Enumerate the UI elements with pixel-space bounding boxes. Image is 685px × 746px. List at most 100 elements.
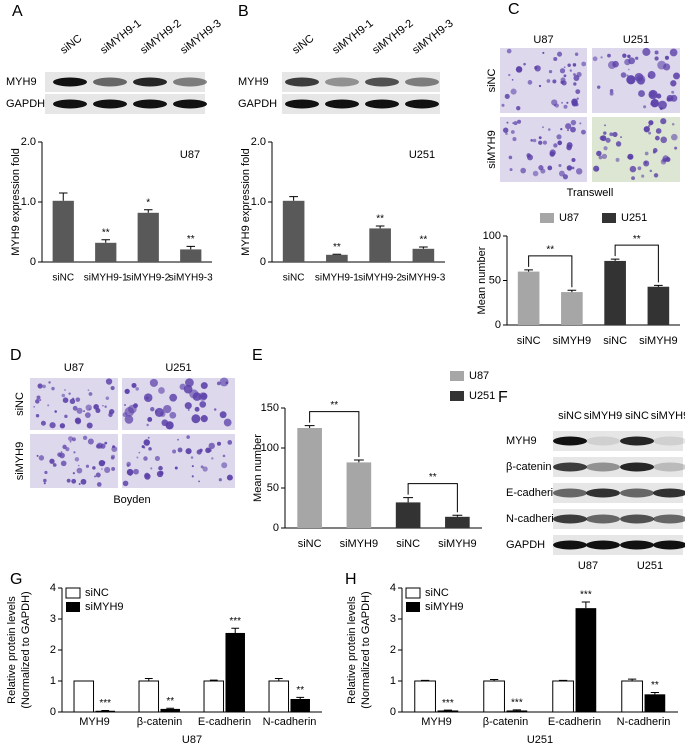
blot-band xyxy=(653,488,685,498)
cell-stain xyxy=(515,66,523,73)
cell-stain xyxy=(76,407,83,414)
row-label: GAPDH xyxy=(506,539,545,551)
cell-stain xyxy=(216,381,221,386)
error-bar xyxy=(231,627,240,633)
cell-stain xyxy=(560,128,563,131)
cell-stain xyxy=(508,73,511,77)
cell-stain xyxy=(108,412,113,418)
legend-label: siNC xyxy=(425,587,449,599)
cell-stain xyxy=(221,462,228,469)
y-tick-label: 0 xyxy=(495,319,501,331)
cell-stain xyxy=(54,410,57,413)
cell-stain xyxy=(169,411,177,419)
significance: *** xyxy=(580,590,592,601)
cell-stain xyxy=(557,140,563,146)
cell-stain xyxy=(510,88,517,95)
bar xyxy=(647,286,670,325)
cell-stain xyxy=(574,52,579,56)
error-bar xyxy=(452,514,463,517)
legend-swatch xyxy=(405,587,421,599)
bar xyxy=(346,462,372,528)
cell-stain xyxy=(83,410,85,413)
cell-stain xyxy=(133,403,138,409)
blot-band xyxy=(653,436,685,446)
cell-stain xyxy=(669,48,678,57)
cell-stain xyxy=(133,468,139,475)
y-tick-label: 4 xyxy=(50,582,56,594)
x-tick-label: siNC xyxy=(517,335,541,347)
cell-stain xyxy=(642,47,651,56)
cell-stain xyxy=(673,72,680,80)
cell-stain xyxy=(36,395,41,400)
cell-stain xyxy=(226,474,233,481)
y-tick-label: 4 xyxy=(390,582,396,594)
blot-band xyxy=(365,99,399,109)
cell-stain xyxy=(222,454,226,458)
error-bar xyxy=(420,679,430,681)
significance: ** xyxy=(546,244,554,255)
micrograph xyxy=(122,434,235,488)
x-tick-label: siMYH9 xyxy=(639,335,678,347)
cell-stain xyxy=(96,482,102,487)
cell-stain xyxy=(110,456,115,460)
legend-swatch xyxy=(406,602,420,612)
y-tick-label: 50 xyxy=(267,482,279,494)
blot-band xyxy=(133,99,167,109)
cell-stain xyxy=(35,413,40,418)
bar xyxy=(575,608,597,712)
cell-stain xyxy=(38,455,45,461)
cell-stain xyxy=(192,392,202,401)
cell-stain xyxy=(122,480,129,487)
cell-stain xyxy=(628,68,630,71)
cell-stain xyxy=(649,169,653,173)
cell-stain xyxy=(567,129,569,132)
significance: ** xyxy=(166,696,174,707)
cell-stain xyxy=(506,121,509,124)
cell-stain xyxy=(572,63,577,67)
cell-stain xyxy=(644,161,647,164)
cell-stain xyxy=(62,444,67,450)
cell-stain xyxy=(72,405,78,411)
cell-stain xyxy=(73,451,76,454)
bar xyxy=(297,428,322,528)
cell-stain xyxy=(508,155,513,160)
bar xyxy=(395,502,421,528)
cell-stain xyxy=(185,378,194,387)
cell-stain xyxy=(87,438,94,445)
blot-band xyxy=(173,77,207,87)
cell-stain xyxy=(49,458,55,464)
blot-band xyxy=(653,540,685,550)
error-bar xyxy=(375,225,385,229)
cell-stain xyxy=(126,461,131,467)
cell-stain xyxy=(150,407,155,412)
blot-band xyxy=(620,436,654,446)
annotation: U251 xyxy=(409,149,435,161)
cell-stain xyxy=(542,51,545,55)
cell-stain xyxy=(674,146,678,150)
error-bar xyxy=(627,678,637,681)
legend-label: siMYH9 xyxy=(425,601,464,613)
cell-stain xyxy=(627,153,634,160)
cell-stain xyxy=(88,392,93,396)
cell-stain xyxy=(40,420,46,426)
blot-band xyxy=(553,540,587,550)
cell-stain xyxy=(650,99,659,108)
cell-stain xyxy=(135,387,139,391)
error-bar xyxy=(512,709,522,711)
cell-stain xyxy=(213,408,217,411)
cell-stain xyxy=(71,437,76,442)
bracket xyxy=(528,255,573,288)
cell-stain xyxy=(38,384,41,387)
cell-stain xyxy=(104,441,108,445)
cell-stain xyxy=(540,168,546,174)
cell-stain xyxy=(553,56,558,62)
x-axis-label: U87 xyxy=(182,734,202,746)
error-bar xyxy=(186,245,195,250)
cell-stain xyxy=(641,174,645,178)
cell-stain xyxy=(532,170,539,177)
error-bar xyxy=(101,239,110,243)
column-label: U87 xyxy=(533,34,553,46)
legend-label: U87 xyxy=(469,370,489,382)
cell-stain xyxy=(96,442,103,449)
